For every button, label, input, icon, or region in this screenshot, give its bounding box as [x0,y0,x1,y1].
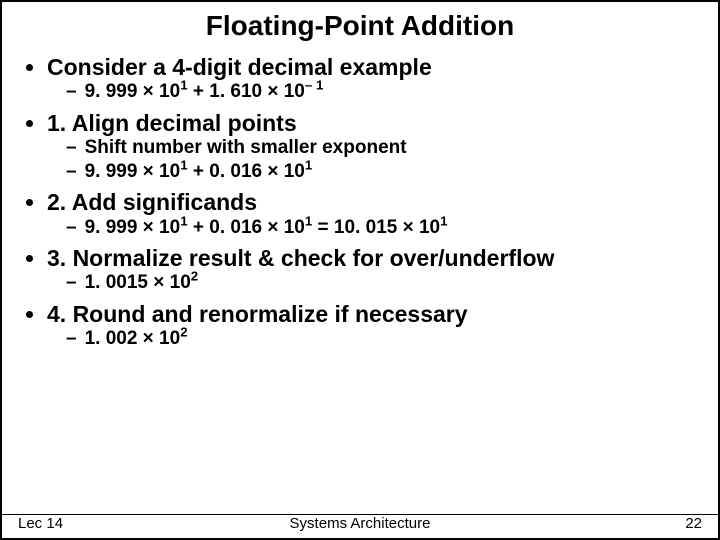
bullet-level-1: 4. Round and renormalize if necessary [20,301,700,327]
slide-title: Floating-Point Addition [2,2,718,48]
bullet-text: 3. Normalize result & check for over/und… [47,245,554,271]
bullet-dash-icon: – [66,272,77,294]
bullet-dot-icon [26,120,33,127]
bullet-text: 1. 0015 × 102 [85,272,199,294]
bullet-level-1: 1. Align decimal points [20,110,700,136]
bullet-level-2: –9. 999 × 101 + 0. 016 × 101 = 10. 015 ×… [66,217,700,239]
bullet-dash-icon: – [66,137,77,159]
bullet-dot-icon [26,199,33,206]
slide-content: Consider a 4-digit decimal example–9. 99… [2,54,718,351]
bullet-level-1: 3. Normalize result & check for over/und… [20,245,700,271]
footer-right: 22 [685,515,702,532]
bullet-dash-icon: – [66,81,77,103]
bullet-text: 1. Align decimal points [47,110,297,136]
bullet-text: 9. 999 × 101 + 0. 016 × 101 = 10. 015 × … [85,217,448,239]
bullet-level-2: –1. 002 × 102 [66,328,700,350]
bullet-text: 1. 002 × 102 [85,328,188,350]
bullet-level-1: Consider a 4-digit decimal example [20,54,700,80]
bullet-text: 9. 999 × 101 + 1. 610 × 10– 1 [85,81,324,103]
bullet-level-2: –1. 0015 × 102 [66,272,700,294]
bullet-level-2: –9. 999 × 101 + 0. 016 × 101 [66,161,700,183]
bullet-text: 9. 999 × 101 + 0. 016 × 101 [85,161,313,183]
bullet-dot-icon [26,64,33,71]
bullet-level-2: –Shift number with smaller exponent [66,137,700,159]
bullet-text: 2. Add significands [47,189,257,215]
slide-footer: Lec 14 Systems Architecture 22 [2,514,718,532]
bullet-text: 4. Round and renormalize if necessary [47,301,468,327]
bullet-text: Consider a 4-digit decimal example [47,54,432,80]
bullet-level-1: 2. Add significands [20,189,700,215]
footer-left: Lec 14 [18,515,63,532]
bullet-dot-icon [26,311,33,318]
bullet-dot-icon [26,255,33,262]
bullet-dash-icon: – [66,328,77,350]
slide-frame: Floating-Point Addition Consider a 4-dig… [0,0,720,540]
bullet-level-2: –9. 999 × 101 + 1. 610 × 10– 1 [66,81,700,103]
bullet-dash-icon: – [66,161,77,183]
bullet-dash-icon: – [66,217,77,239]
footer-center: Systems Architecture [290,515,431,532]
bullet-text: Shift number with smaller exponent [85,137,407,159]
